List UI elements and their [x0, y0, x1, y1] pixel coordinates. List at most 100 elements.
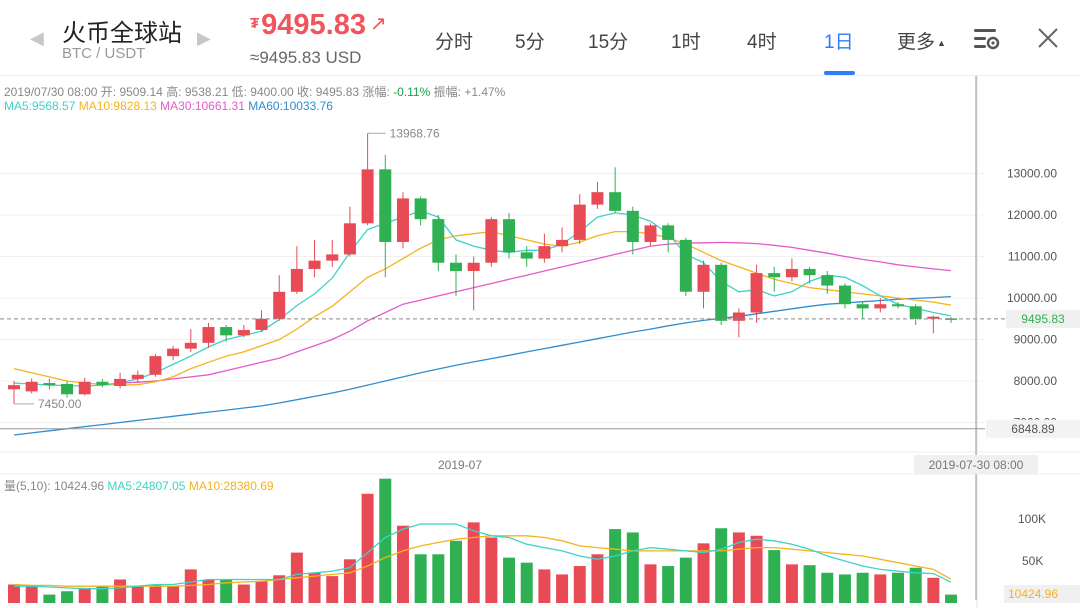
volume-label: 量(5,10): 10424.96: [4, 479, 105, 493]
candle-body: [114, 378, 127, 386]
volume-bar: [78, 587, 91, 603]
candle-body: [609, 192, 622, 211]
volume-bar: [308, 572, 321, 603]
indicator-settings-icon[interactable]: [972, 26, 1000, 57]
volume-bar: [396, 525, 409, 603]
candle-body: [202, 327, 215, 343]
candle-body: [732, 312, 745, 321]
candle-body: [715, 264, 728, 321]
tab-timeline[interactable]: 分时: [435, 32, 474, 53]
info-date: 2019/07/30 08:00: [4, 85, 98, 99]
close-icon[interactable]: [1037, 27, 1059, 54]
volume-bar: [538, 569, 551, 603]
volume-bar: [821, 572, 834, 603]
info-high-label: 高:: [166, 85, 182, 99]
crosshair-date-label: 2019-07-30 08:00: [929, 458, 1024, 472]
candle-body: [308, 260, 321, 269]
candlestick-series: [8, 133, 958, 404]
info-high: 9538.21: [184, 85, 229, 99]
volume-bar: [715, 528, 728, 603]
volume-bar: [874, 574, 887, 603]
tab-4hour[interactable]: 4时: [747, 32, 777, 53]
tab-1day[interactable]: 1日: [824, 32, 854, 53]
candle-body: [450, 262, 462, 272]
active-tab-indicator: [824, 71, 855, 75]
tab-15min[interactable]: 15分: [588, 32, 629, 53]
volume-bar: [131, 586, 144, 603]
volume-bar: [803, 565, 816, 603]
ma10-legend: MA10:9828.13: [78, 99, 157, 113]
candle-body: [785, 268, 798, 278]
chevron-right-icon[interactable]: ▶: [197, 28, 211, 48]
tab-1hour[interactable]: 1时: [671, 32, 701, 53]
candle-body: [856, 304, 869, 309]
volume-bar: [609, 529, 622, 603]
candle-body: [679, 239, 692, 292]
candle-body: [255, 318, 268, 330]
volume-bar: [467, 522, 480, 603]
candle-body: [467, 262, 480, 272]
candle-body: [25, 381, 38, 392]
price-tick-label: 10000.00: [1007, 291, 1057, 305]
info-close-label: 收:: [297, 85, 313, 99]
tab-5min[interactable]: 5分: [515, 32, 545, 53]
crosshair-price-tag: [986, 419, 1080, 438]
volume-ma10-legend: MA10:28380.69: [188, 479, 274, 493]
price-axis-ticks: 13000.00 12000.00 11000.00 10000.00 9000.00 8…: [1007, 167, 1057, 430]
info-open-label: 开:: [100, 85, 117, 99]
last-price: ₮9495.83 ↗: [250, 9, 387, 42]
volume-bar: [520, 562, 533, 603]
price-grid: [0, 173, 985, 423]
info-change-label: 涨幅:: [362, 85, 390, 99]
volume-bar: [644, 564, 657, 603]
volume-bar: [945, 594, 958, 603]
last-price-value: 9495.83: [261, 9, 366, 41]
volume-bar: [414, 554, 427, 603]
candle-body: [768, 273, 781, 278]
volume-bar: [432, 554, 445, 603]
info-open: 9509.14: [119, 85, 163, 99]
volume-bar: [450, 540, 462, 603]
info-amplitude-label: 振幅:: [433, 85, 461, 99]
candle-body: [945, 318, 958, 320]
volume-ma-lines: [13, 523, 952, 590]
volume-bar: [697, 543, 710, 603]
volume-bar: [114, 579, 127, 603]
ma30-line: [120, 241, 952, 384]
volume-ma5-line: [14, 523, 952, 590]
price-tick-label: 12000.00: [1007, 208, 1057, 222]
candle-body: [237, 329, 250, 336]
candle-body: [61, 383, 74, 395]
candle-body: [379, 169, 392, 242]
crosshair-price-label: 6848.89: [1011, 422, 1055, 436]
candle-body: [149, 356, 162, 375]
current-price-tag-label: 9495.83: [1021, 312, 1065, 326]
candle-body: [626, 210, 639, 242]
ma60-line: [13, 295, 952, 436]
candle-body: [821, 275, 834, 286]
volume-bar: [573, 566, 586, 603]
ma30-legend: MA30:10661.31: [160, 99, 245, 113]
candle-body: [874, 304, 887, 309]
candle-body: [432, 219, 445, 263]
candle-body: [396, 198, 409, 242]
volume-bar: [25, 586, 38, 603]
candle-body: [167, 348, 180, 357]
ohlc-info: 2019/07/30 08:00 开: 9509.14 高: 9538.21 低…: [4, 83, 505, 100]
volume-bar: [149, 584, 162, 603]
volume-bar: [167, 586, 180, 603]
candle-body: [644, 225, 657, 242]
ma60-legend: MA60:10033.76: [248, 99, 333, 113]
candle-body: [326, 254, 339, 261]
tab-more[interactable]: 更多 ▲: [897, 27, 946, 54]
candle-body: [8, 385, 20, 390]
volume-tick-50k: 50K: [1022, 554, 1043, 568]
chevron-left-icon[interactable]: ◀: [30, 28, 44, 48]
info-close: 9495.83: [315, 85, 360, 99]
volume-bar: [626, 532, 639, 603]
moving-average-lines: [13, 210, 952, 436]
volume-bar: [591, 554, 604, 603]
candle-body: [662, 225, 675, 240]
volume-bar: [892, 572, 904, 603]
